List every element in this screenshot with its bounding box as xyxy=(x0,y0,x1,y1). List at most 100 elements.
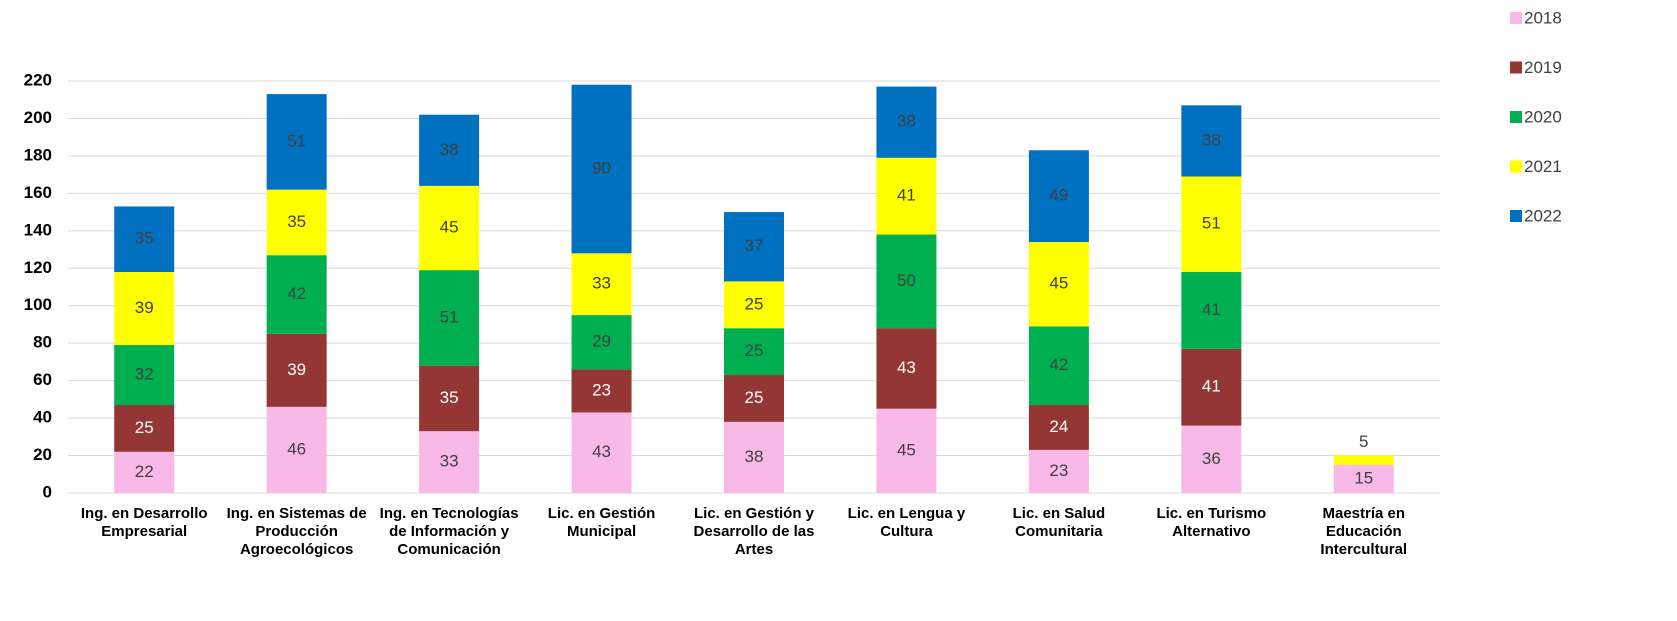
data-label: 50 xyxy=(897,271,916,290)
bar-segment xyxy=(1028,150,1089,243)
data-label: 39 xyxy=(135,298,154,317)
bar-segment xyxy=(876,328,937,409)
data-label: 22 xyxy=(135,462,154,481)
y-tick-label: 140 xyxy=(24,220,52,239)
bar-segment xyxy=(266,333,327,407)
bar-segment xyxy=(571,315,632,370)
bar-segment xyxy=(1181,425,1242,493)
y-tick-label: 80 xyxy=(33,333,52,352)
bar-segment xyxy=(114,404,175,452)
data-label: 35 xyxy=(440,388,459,407)
bar-segment xyxy=(266,94,327,190)
bar-segment xyxy=(1181,105,1242,177)
bar-segment xyxy=(571,369,632,413)
x-tick-label: Ing. en Desarrollo Empresarial xyxy=(80,505,208,540)
bar-segment xyxy=(1028,449,1089,493)
bar-segment xyxy=(724,212,784,282)
data-label: 33 xyxy=(592,274,611,293)
bar-segment xyxy=(114,206,175,273)
y-tick-label: 120 xyxy=(24,258,52,277)
data-label: 38 xyxy=(745,447,764,466)
legend-label: 2022 xyxy=(1524,206,1562,225)
data-label: 37 xyxy=(745,236,764,255)
data-label: 43 xyxy=(592,442,611,461)
data-label: 45 xyxy=(440,217,459,236)
y-tick-label: 100 xyxy=(24,295,52,314)
bar-segment xyxy=(1181,348,1242,426)
bar-segment xyxy=(571,253,632,316)
y-tick-label: 40 xyxy=(33,408,52,427)
x-tick-label: Lic. en Turismo Alternativo xyxy=(1156,505,1267,540)
legend-swatch xyxy=(1510,61,1522,74)
bar-segment xyxy=(266,406,327,493)
legend-label: 2018 xyxy=(1524,8,1562,27)
x-tick-label: Maestría en Educación Intercultural xyxy=(1320,505,1408,558)
legend-label: 2019 xyxy=(1524,58,1562,77)
bar-segment xyxy=(876,157,937,235)
data-label: 25 xyxy=(745,341,764,360)
y-tick-label: 180 xyxy=(24,145,52,164)
legend-swatch xyxy=(1510,210,1522,222)
bar-segment xyxy=(1181,176,1242,273)
bar-segment xyxy=(1181,272,1242,349)
data-label: 51 xyxy=(287,131,306,150)
data-label: 51 xyxy=(440,307,459,326)
x-tick-label: Lic. en Lengua y Cultura xyxy=(847,505,966,540)
bar-segment xyxy=(724,421,784,493)
y-tick-label: 20 xyxy=(33,445,52,464)
data-label: 15 xyxy=(1354,468,1373,487)
bar-segment xyxy=(1028,326,1089,405)
legend-label: 2020 xyxy=(1524,107,1562,126)
bar-segment xyxy=(419,365,480,432)
legend-swatch xyxy=(1510,12,1522,24)
data-label: 38 xyxy=(440,140,459,159)
bar-segment xyxy=(876,86,937,158)
legend-swatch xyxy=(1510,160,1522,173)
data-label: 25 xyxy=(135,418,154,437)
data-label: 25 xyxy=(745,294,764,313)
data-label: 35 xyxy=(287,212,306,231)
data-label: 23 xyxy=(592,380,611,399)
bar-segment xyxy=(571,84,632,254)
x-tick-label: Lic. en Salud Comunitaria xyxy=(1012,505,1106,540)
y-tick-label: 0 xyxy=(43,482,52,501)
data-label: 51 xyxy=(1202,214,1221,233)
data-label: 25 xyxy=(745,388,764,407)
data-label: 36 xyxy=(1202,449,1221,468)
y-tick-label: 160 xyxy=(24,183,52,202)
data-label: 42 xyxy=(1049,355,1068,374)
data-label: 41 xyxy=(1202,377,1221,396)
data-label: 45 xyxy=(897,440,916,459)
bar-segment xyxy=(724,328,784,376)
bar-segment xyxy=(114,272,175,346)
x-tick-label: Lic. en Gestión y Desarrollo de las Arte… xyxy=(693,505,815,558)
data-label: 33 xyxy=(440,452,459,471)
data-label: 35 xyxy=(135,229,154,248)
data-label: 41 xyxy=(1202,300,1221,319)
bar-segment xyxy=(419,114,480,186)
data-label: 46 xyxy=(287,439,306,458)
bar-segment xyxy=(876,234,937,329)
legend-swatch xyxy=(1510,111,1522,123)
y-tick-label: 60 xyxy=(33,370,52,389)
x-tick-label: Ing. en Sistemas de Producción Agroecoló… xyxy=(226,505,367,558)
data-label: 90 xyxy=(592,159,611,178)
data-label: 38 xyxy=(1202,130,1221,149)
data-label: 42 xyxy=(287,284,306,303)
legend-label: 2021 xyxy=(1524,157,1562,176)
data-label: 39 xyxy=(287,360,306,379)
bar-segment xyxy=(1028,242,1089,327)
data-label: 5 xyxy=(1359,432,1368,451)
bar-segment xyxy=(114,451,175,493)
data-label: 49 xyxy=(1049,186,1068,205)
bar-segment xyxy=(114,345,175,405)
y-tick-label: 200 xyxy=(24,108,52,127)
bar-segment xyxy=(1028,404,1089,450)
bar-segment xyxy=(724,281,784,329)
data-label: 23 xyxy=(1049,461,1068,480)
data-label: 29 xyxy=(592,332,611,351)
data-label: 38 xyxy=(897,112,916,131)
bar-segment xyxy=(266,189,327,256)
